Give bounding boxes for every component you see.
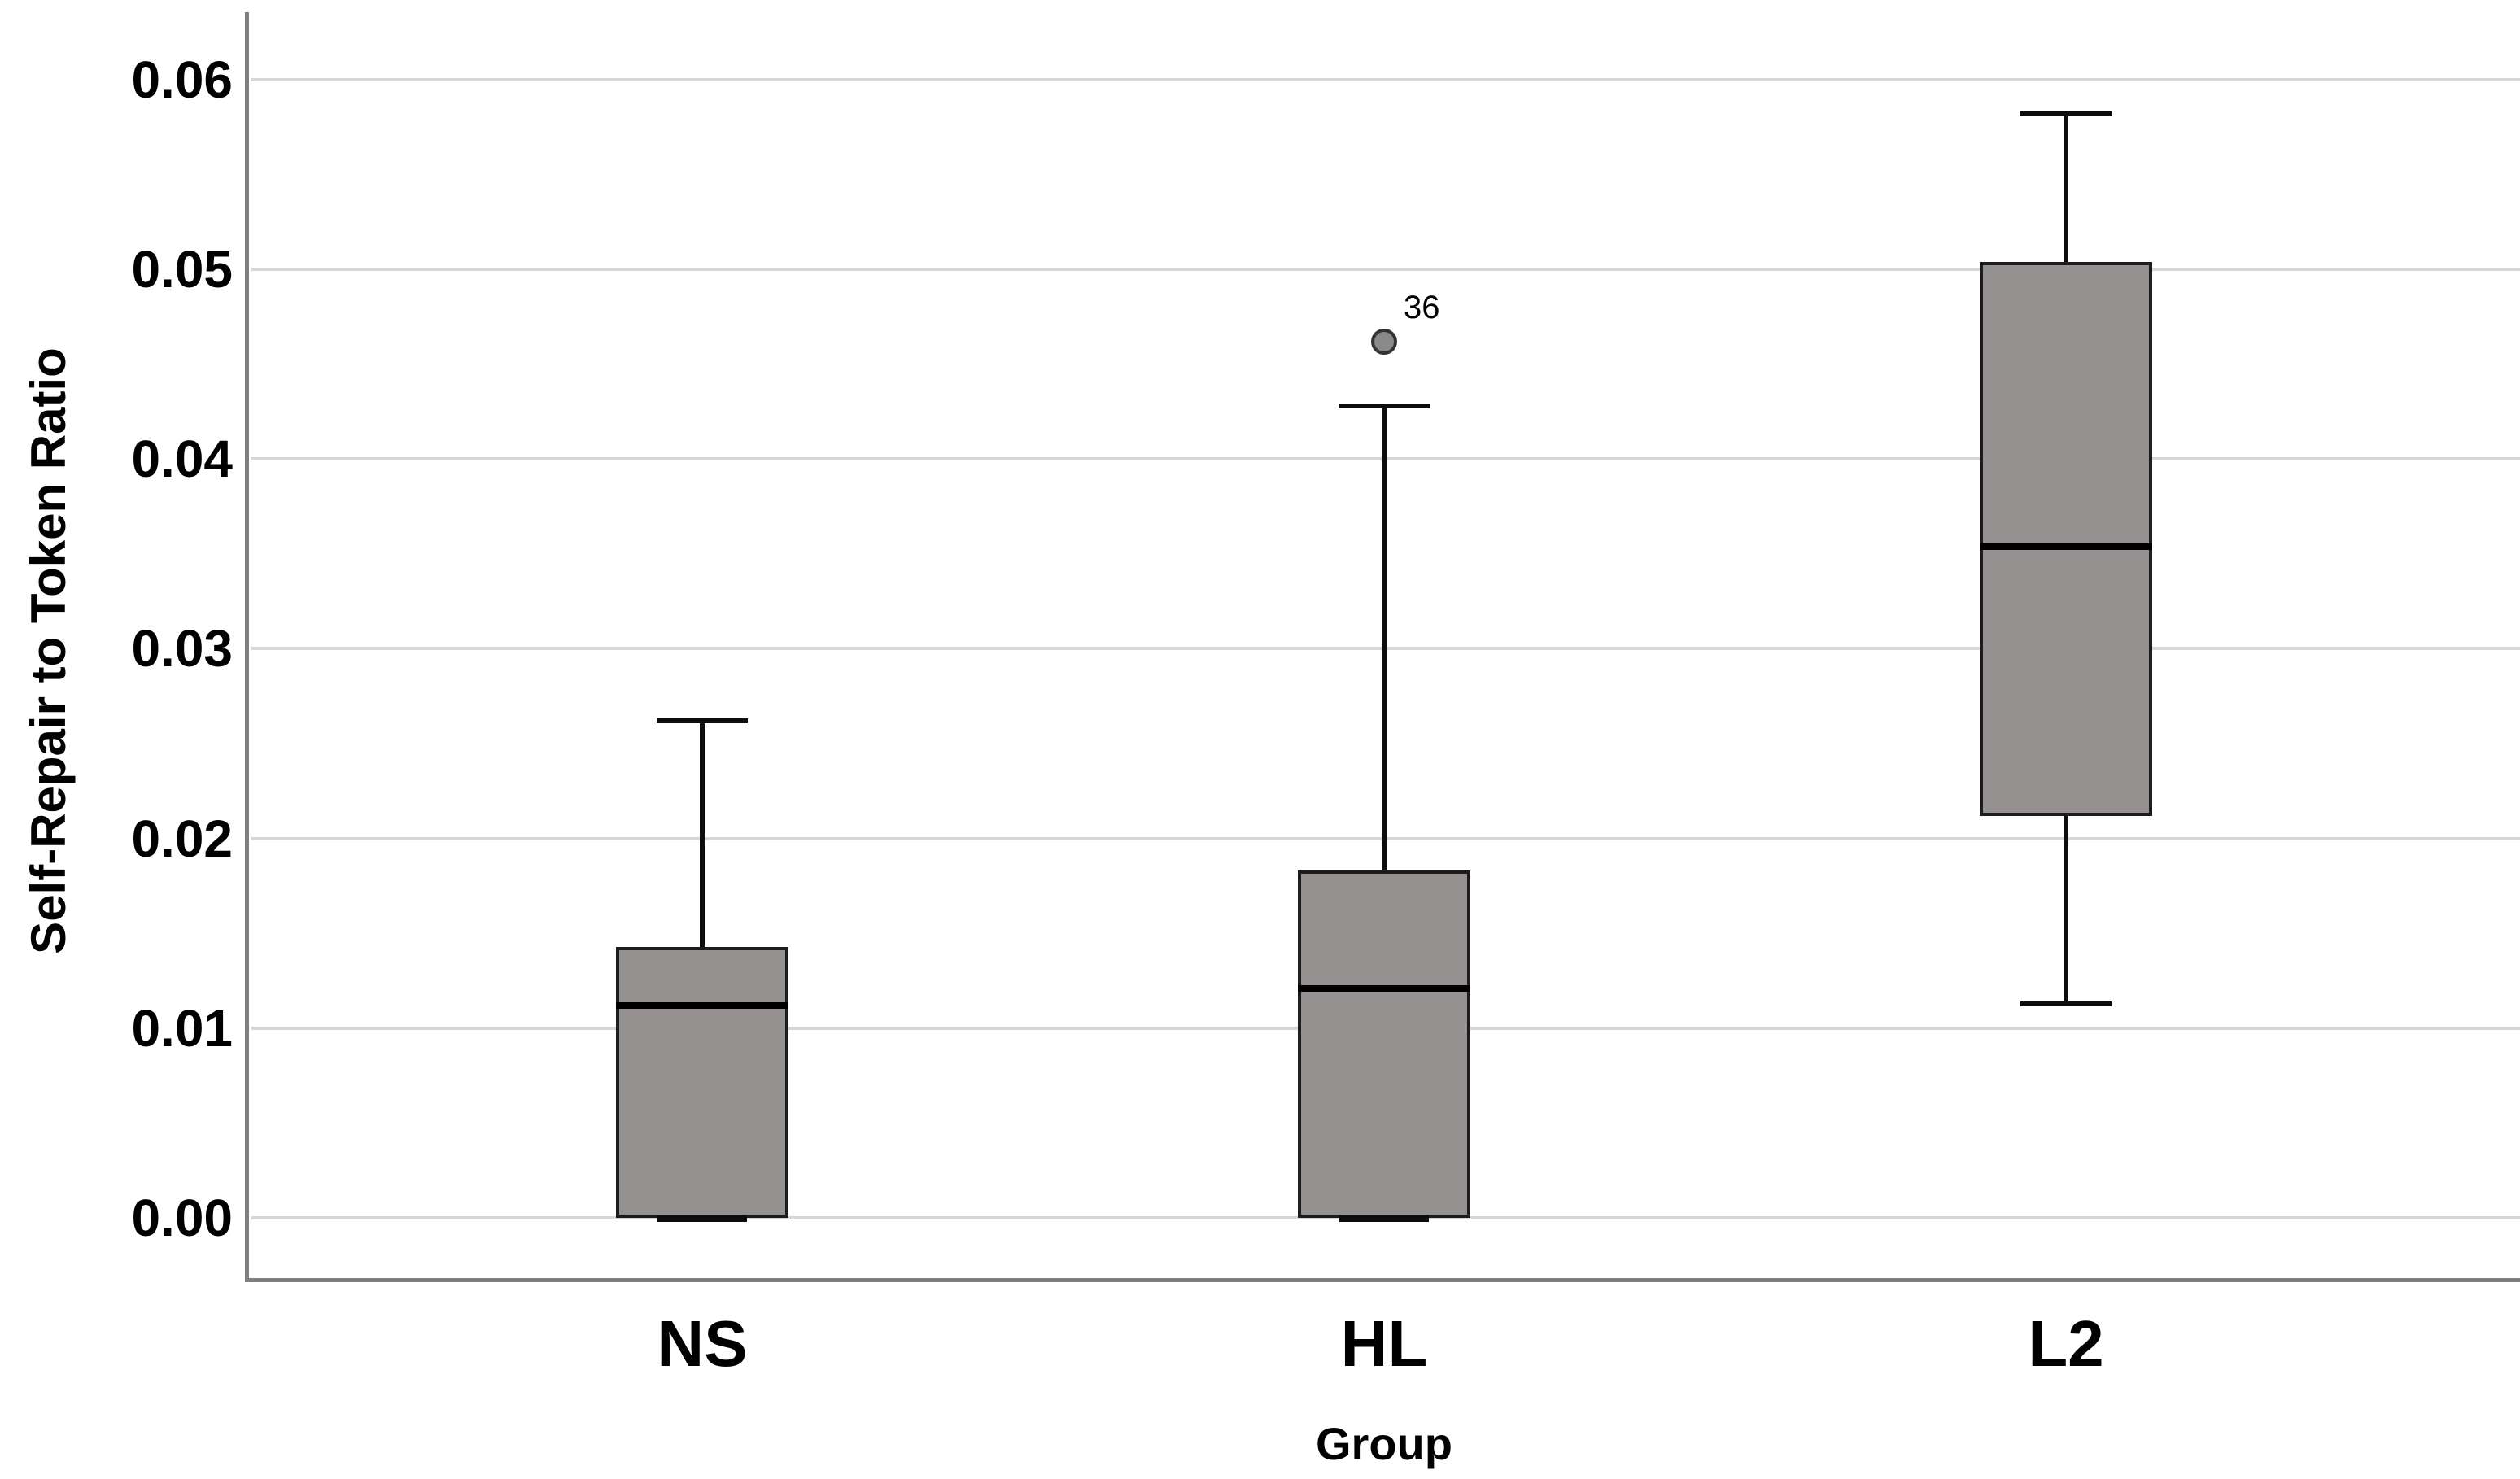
x-axis-line <box>245 1278 2520 1282</box>
y-tick-label: 0.03 <box>131 619 233 678</box>
y-tick-label: 0.05 <box>131 240 233 299</box>
min-cap-NS <box>657 1215 747 1222</box>
gridline-0.05 <box>251 268 2520 271</box>
outlier-point-36 <box>1371 329 1397 355</box>
whisker-upper-cap-NS <box>657 718 748 723</box>
median-HL <box>1298 985 1470 992</box>
outlier-label-36: 36 <box>1404 290 1440 325</box>
min-cap-HL <box>1339 1215 1429 1222</box>
y-tick-label: 0.04 <box>131 430 233 488</box>
category-label-NS: NS <box>657 1307 748 1380</box>
whisker-upper-stem-NS <box>700 721 705 947</box>
box-NS <box>616 947 788 1218</box>
whisker-lower-stem-L2 <box>2064 816 2068 1004</box>
whisker-upper-cap-HL <box>1339 404 1430 408</box>
y-tick-label: 0.06 <box>131 50 233 109</box>
whisker-upper-stem-L2 <box>2064 114 2068 262</box>
whisker-upper-cap-L2 <box>2020 111 2112 116</box>
whisker-lower-cap-L2 <box>2020 1001 2112 1006</box>
box-L2 <box>1980 262 2152 816</box>
y-tick-label: 0.00 <box>131 1189 233 1247</box>
category-label-HL: HL <box>1340 1307 1428 1380</box>
whisker-upper-stem-HL <box>1382 406 1387 870</box>
y-tick-label: 0.01 <box>131 999 233 1058</box>
y-tick-label: 0.02 <box>131 809 233 868</box>
y-axis-line <box>245 12 249 1281</box>
box-HL <box>1298 870 1470 1218</box>
median-NS <box>616 1002 788 1009</box>
x-axis-title: Group <box>1316 1418 1452 1469</box>
category-label-L2: L2 <box>2028 1307 2104 1380</box>
median-L2 <box>1980 543 2152 550</box>
gridline-0.06 <box>251 78 2520 81</box>
